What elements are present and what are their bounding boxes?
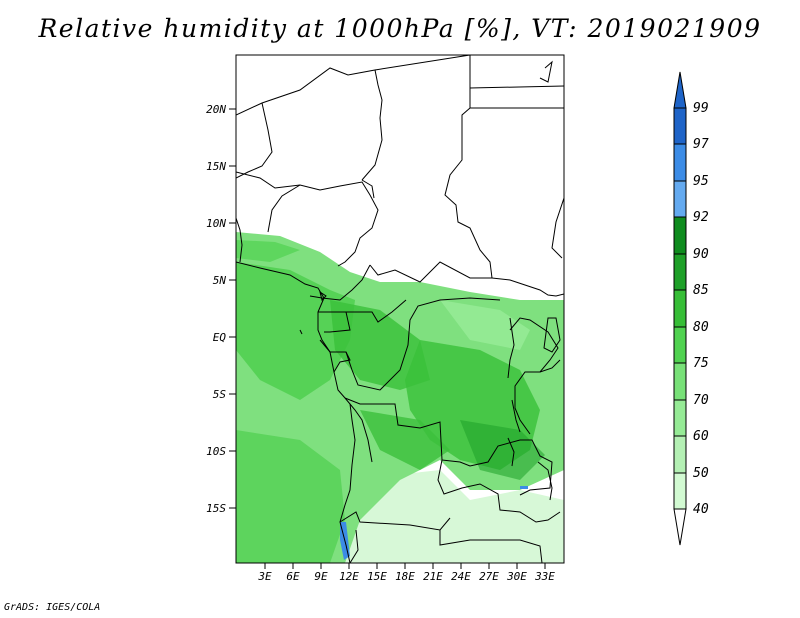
colorbar-segment — [673, 362, 687, 401]
colorbar-top-triangle — [673, 71, 687, 109]
lat-label: 10S — [206, 445, 226, 458]
lon-label: 24E — [451, 570, 471, 583]
colorbar-segment — [673, 472, 687, 510]
lat-label: 5S — [213, 388, 227, 401]
colorbar-label: 92 — [693, 210, 709, 225]
lon-label: 27E — [479, 570, 499, 583]
colorbar-label: 40 — [693, 502, 709, 517]
colorbar-bottom-triangle — [673, 508, 687, 546]
colorbar-label: 75 — [693, 356, 709, 371]
lon-label: 21E — [423, 570, 443, 583]
colorbar-label: 80 — [693, 320, 709, 335]
lon-axis: 3E 6E 9E 12E 15E 18E 21E 24E 27E 30E 33E — [257, 563, 555, 583]
colorbar: 99 97 95 92 90 85 80 75 70 60 50 40 — [673, 71, 709, 546]
colorbar-segment — [673, 180, 687, 218]
map-frame — [235, 54, 565, 564]
lat-label: 20N — [206, 103, 226, 116]
lat-label: 15N — [206, 160, 226, 173]
colorbar-segment — [673, 216, 687, 255]
lat-label: 5N — [213, 274, 227, 287]
colorbar-label: 99 — [693, 101, 709, 116]
lat-axis: 20N 15N 10N 5N EQ 5S 10S 15S — [206, 103, 236, 515]
colorbar-label: 97 — [693, 137, 709, 152]
lon-label: 12E — [339, 570, 359, 583]
colorbar-segment — [673, 435, 687, 474]
coastlines — [236, 60, 561, 563]
country-borders — [236, 55, 564, 563]
lon-label: 30E — [506, 570, 527, 583]
lon-label: 18E — [395, 570, 415, 583]
colorbar-label: 95 — [693, 174, 709, 189]
colorbar-segment — [673, 107, 687, 145]
lon-label: 33E — [534, 570, 555, 583]
lon-label: 15E — [367, 570, 387, 583]
lat-label: 10N — [206, 217, 226, 230]
grads-credit: GrADS: IGES/COLA — [4, 602, 101, 613]
colorbar-label: 85 — [693, 283, 709, 298]
colorbar-segment — [673, 289, 687, 328]
colorbar-segment — [673, 399, 687, 437]
lon-label: 9E — [314, 570, 328, 583]
colorbar-label: 60 — [693, 429, 709, 444]
colorbar-segment — [673, 326, 687, 364]
map-title: Relative humidity at 1000hPa [%], VT: 20… — [38, 14, 762, 43]
colorbar-label: 50 — [693, 466, 709, 481]
colorbar-segment — [673, 253, 687, 291]
colorbar-label: 90 — [693, 247, 709, 262]
lat-label: 15S — [206, 502, 226, 515]
colorbar-label: 70 — [693, 393, 709, 408]
lon-label: 3E — [257, 570, 272, 583]
lon-label: 6E — [286, 570, 300, 583]
lat-label: EQ — [213, 331, 227, 344]
colorbar-segment — [673, 143, 687, 182]
